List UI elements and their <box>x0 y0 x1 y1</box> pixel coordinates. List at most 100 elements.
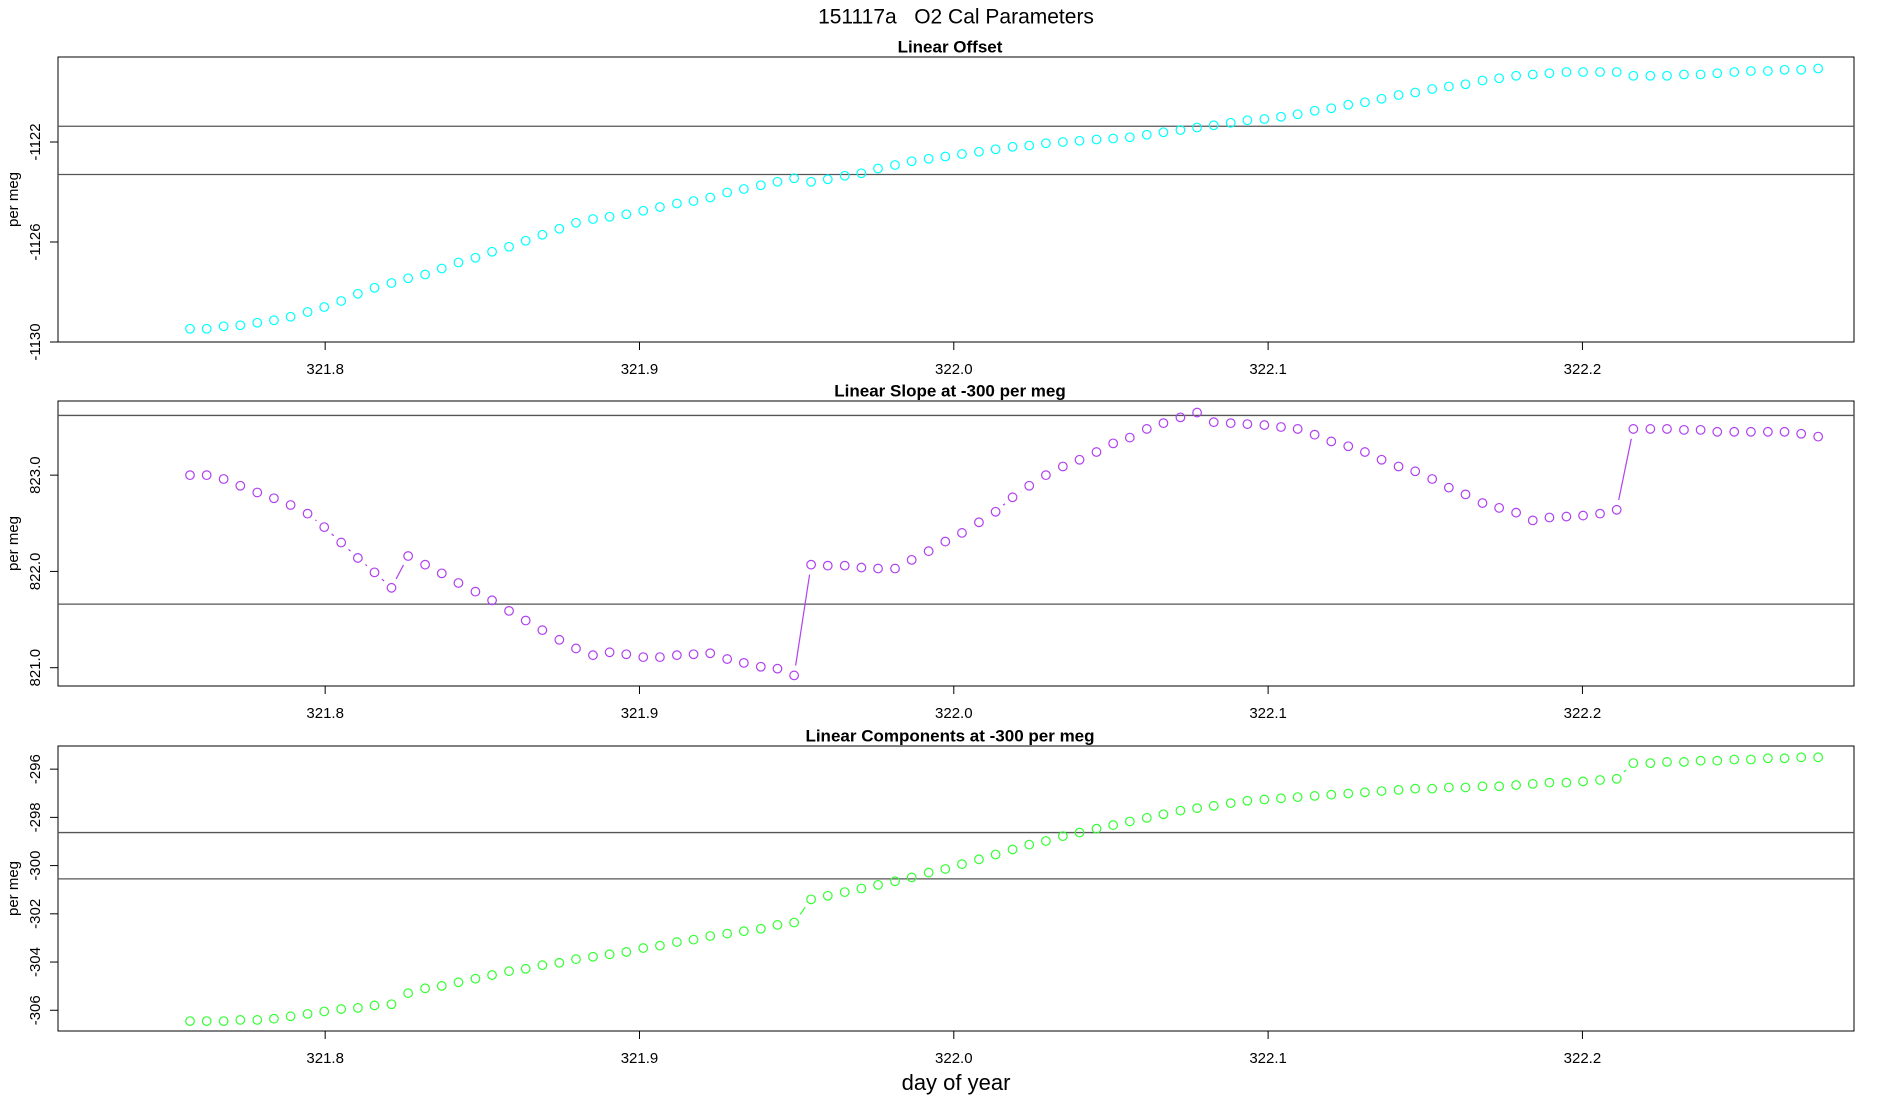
data-point <box>1141 424 1152 434</box>
data-point <box>1443 81 1454 92</box>
data-point <box>319 1006 330 1017</box>
data-point <box>1074 827 1085 838</box>
data-point <box>839 170 850 181</box>
data-point <box>1326 103 1337 114</box>
data-point <box>420 983 431 994</box>
data-point <box>1393 784 1404 795</box>
data-point <box>1511 70 1522 81</box>
data-point <box>1091 447 1102 457</box>
data-point <box>1326 436 1337 447</box>
x-axis-label: day of year <box>902 1070 1011 1095</box>
data-point <box>755 661 766 672</box>
data-point <box>1762 66 1773 76</box>
data-point <box>1309 791 1320 801</box>
data-point <box>1578 67 1588 77</box>
data-point <box>1158 418 1169 429</box>
data-point <box>487 595 497 606</box>
data-point <box>1527 778 1538 789</box>
data-point <box>772 176 783 187</box>
data-point <box>671 937 682 947</box>
connector <box>1623 769 1627 773</box>
data-point <box>671 650 682 661</box>
data-point <box>772 920 783 930</box>
data-point <box>269 315 279 326</box>
y-tick-label: -300 <box>27 851 44 881</box>
data-point <box>1628 424 1639 434</box>
data-point <box>638 205 649 216</box>
data-point <box>1511 507 1522 518</box>
data-point <box>319 522 330 533</box>
plot-frame <box>57 400 1855 687</box>
data-point <box>1779 64 1790 75</box>
data-point <box>1561 67 1572 77</box>
data-point <box>319 302 330 312</box>
data-point <box>1376 454 1387 465</box>
data-point <box>1343 99 1354 110</box>
data-point <box>688 649 699 660</box>
connector <box>395 564 405 580</box>
data-point <box>957 859 967 870</box>
data-point <box>604 949 615 960</box>
data-point <box>487 970 497 980</box>
data-point <box>1376 786 1387 796</box>
data-point <box>285 500 296 510</box>
data-point <box>1108 133 1119 144</box>
data-point <box>974 146 984 157</box>
data-point <box>537 960 548 971</box>
data-point <box>1225 418 1236 429</box>
data-point <box>604 211 615 222</box>
data-point <box>722 654 733 664</box>
y-tick-label: 822.0 <box>27 553 44 591</box>
data-point <box>1443 482 1454 493</box>
data-point <box>352 1002 363 1013</box>
data-point <box>1091 823 1102 834</box>
data-point <box>252 317 263 328</box>
data-point <box>621 649 632 660</box>
data-point <box>1729 754 1740 765</box>
data-point <box>1679 69 1689 80</box>
data-point <box>352 553 363 563</box>
y-axis-label: per meg <box>5 516 22 571</box>
x-tick-label: 321.9 <box>621 705 659 722</box>
data-point <box>638 943 649 953</box>
data-point <box>520 235 531 246</box>
data-point <box>1192 803 1202 814</box>
data-point <box>890 563 900 574</box>
data-point <box>386 278 397 288</box>
data-point <box>1628 70 1639 81</box>
data-point <box>520 963 531 974</box>
data-point <box>1662 424 1672 434</box>
data-point <box>235 320 246 331</box>
data-point <box>504 241 514 252</box>
data-point <box>1779 753 1790 764</box>
data-point <box>1192 122 1202 133</box>
data-point <box>1561 511 1572 522</box>
data-point <box>1376 93 1387 104</box>
data-point <box>1259 794 1270 805</box>
data-point <box>1427 474 1438 484</box>
data-point <box>738 657 749 668</box>
data-point <box>655 202 665 212</box>
data-point <box>369 282 380 293</box>
x-tick-label: 322.2 <box>1564 361 1602 378</box>
data-point <box>1057 461 1068 472</box>
data-point <box>470 252 481 263</box>
data-point <box>1343 441 1354 452</box>
data-point <box>957 149 967 159</box>
data-point <box>1108 820 1119 830</box>
data-point <box>638 652 649 663</box>
data-point <box>722 187 733 198</box>
connector <box>795 574 811 666</box>
data-point <box>1695 69 1706 80</box>
data-point <box>906 872 917 883</box>
data-point <box>990 144 1001 155</box>
data-point <box>957 528 967 538</box>
data-point <box>1360 97 1370 108</box>
data-point <box>705 648 716 659</box>
x-tick-label: 321.8 <box>306 705 344 722</box>
data-point <box>1712 755 1723 766</box>
data-point <box>285 311 296 322</box>
data-point <box>554 634 565 645</box>
data-point <box>571 954 581 965</box>
data-point <box>1242 419 1253 430</box>
